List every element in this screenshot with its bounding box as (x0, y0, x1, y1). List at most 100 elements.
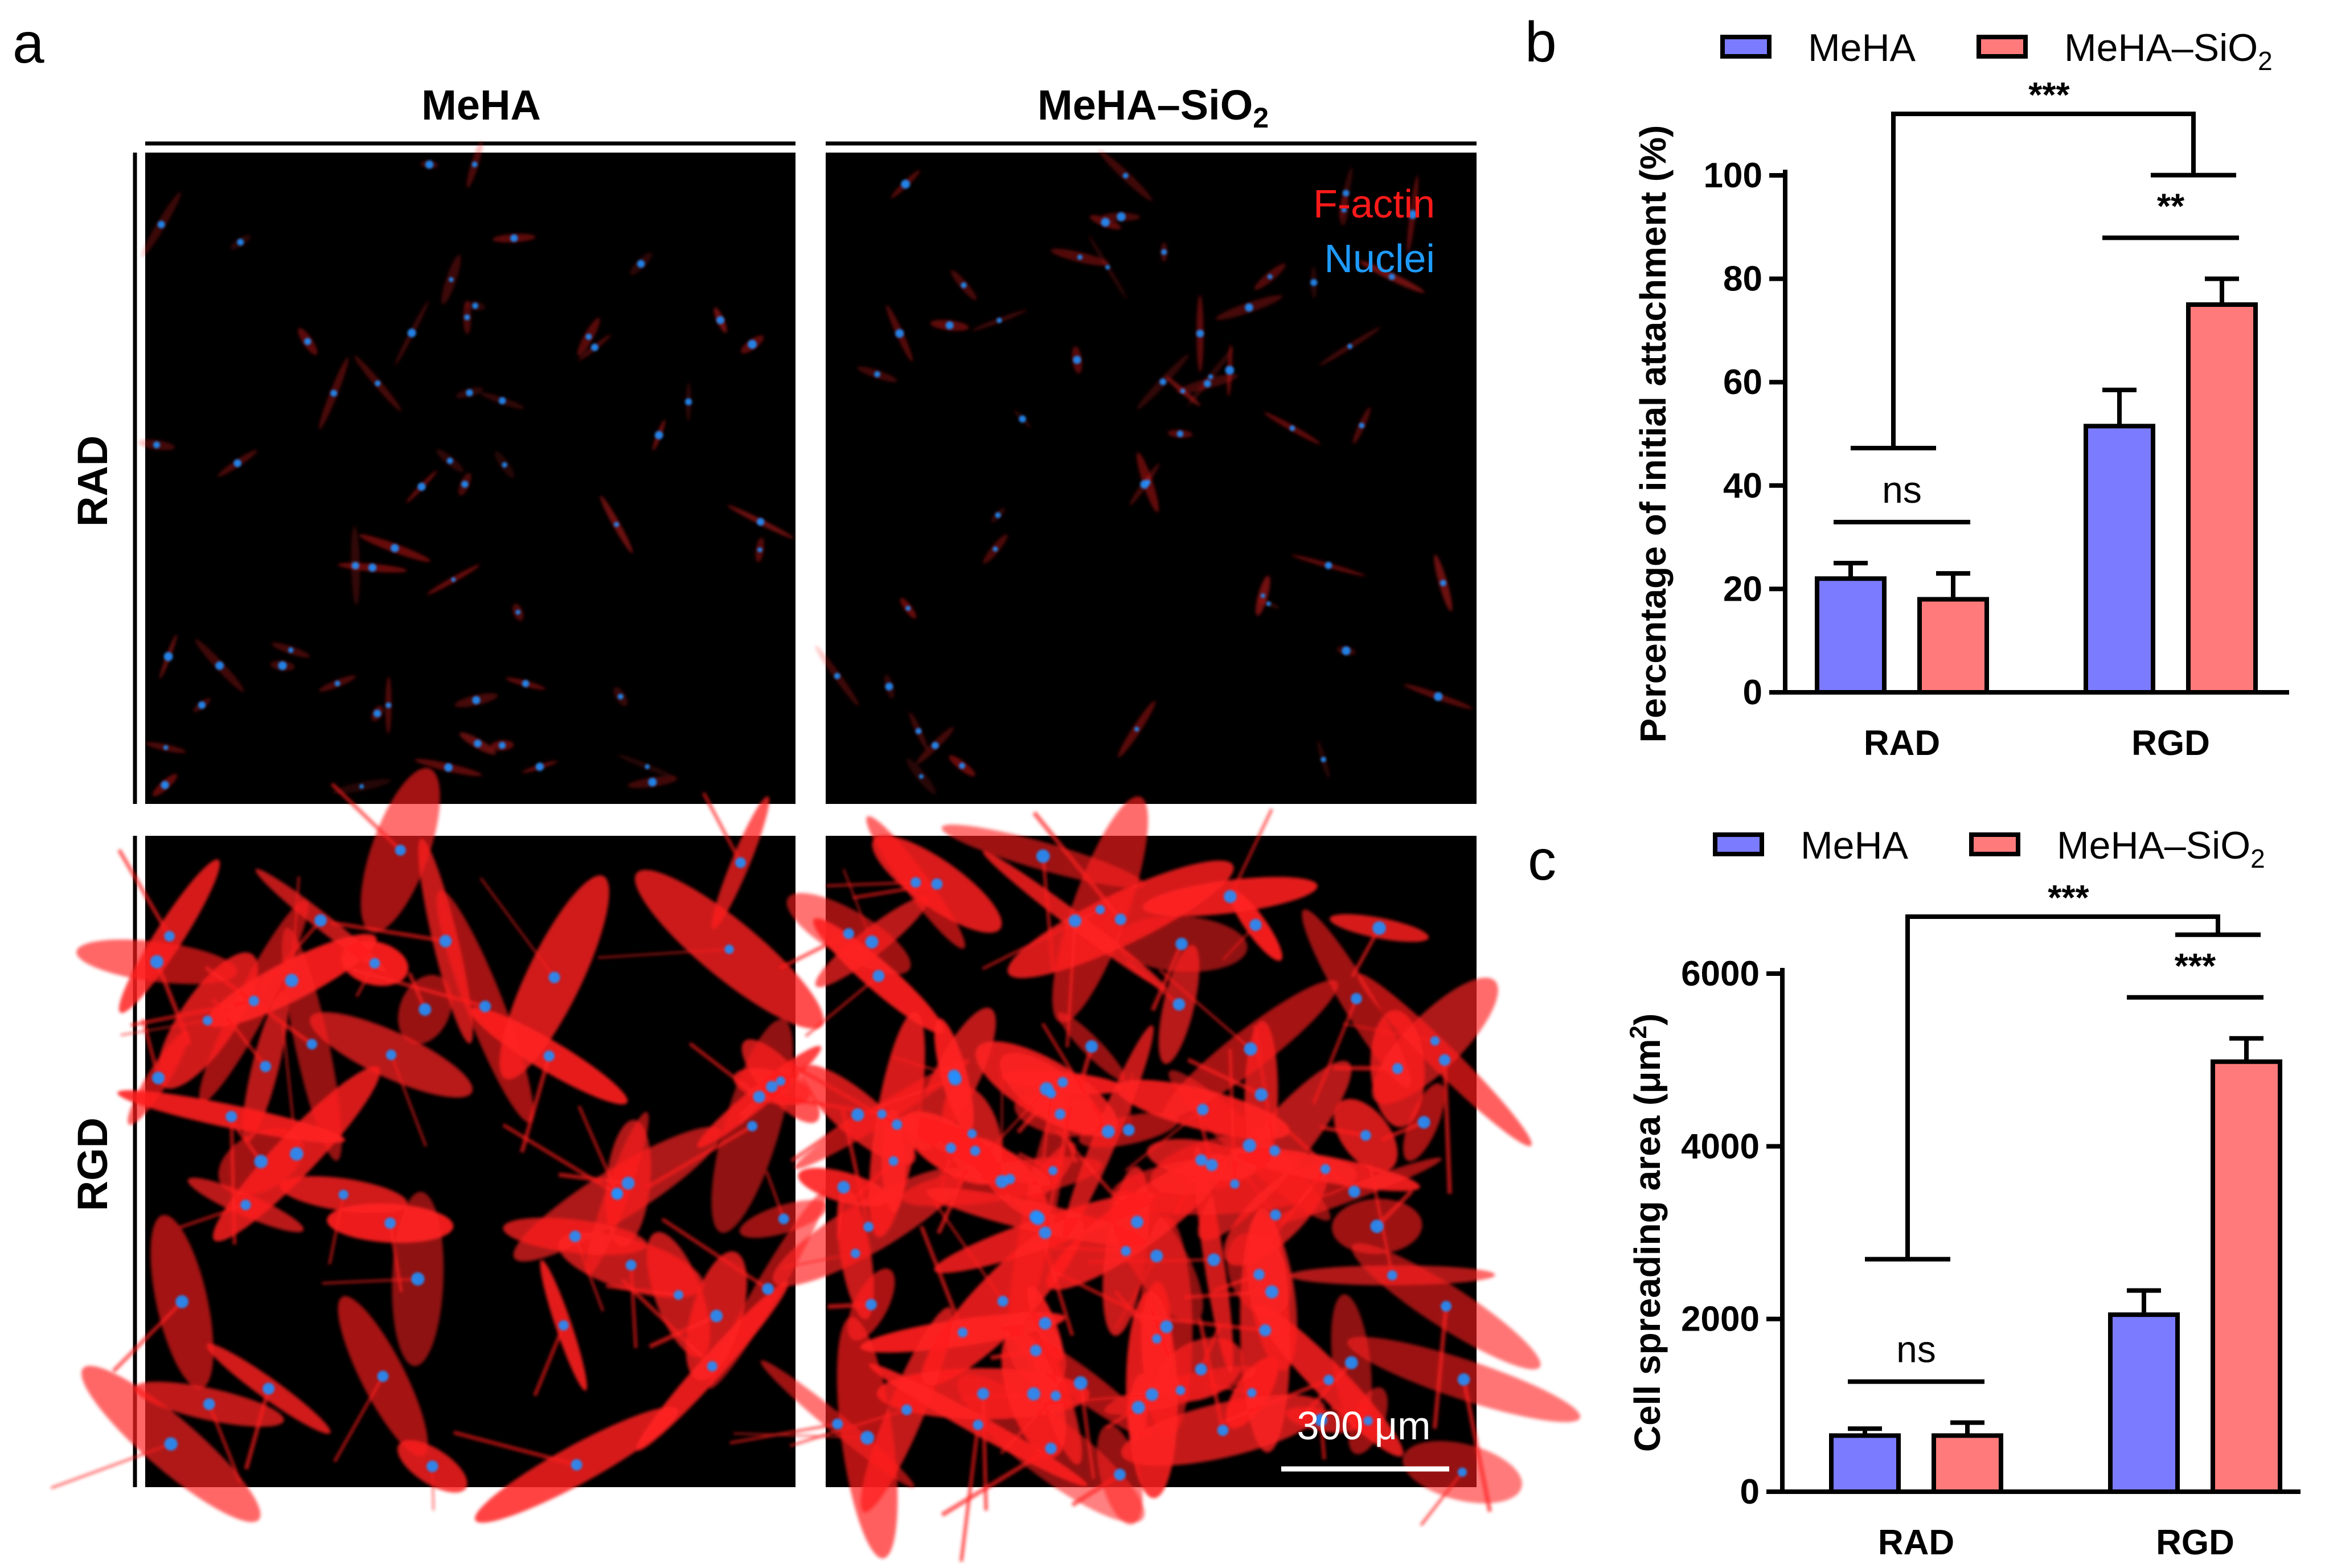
nucleus (1150, 1249, 1163, 1263)
scale-bar-label: 300 μm (1297, 1403, 1431, 1448)
nucleus (198, 701, 206, 709)
nucleus (762, 1283, 774, 1295)
cell-process (502, 1123, 618, 1196)
nucleus (748, 339, 757, 349)
nucleus (225, 1111, 237, 1123)
nucleus (1031, 1212, 1045, 1225)
nucleus (1145, 1388, 1159, 1401)
nucleus (202, 1015, 212, 1026)
nucleus (1039, 1317, 1052, 1330)
nucleus (1265, 1285, 1279, 1299)
nucleus (375, 380, 381, 387)
nucleus (153, 441, 161, 449)
nucleus (910, 877, 921, 888)
micrograph-meha-sio2-rad: F-actin Nuclei (815, 150, 1477, 804)
nucleus (1217, 1425, 1229, 1436)
nucleus (837, 1181, 850, 1194)
cell-process (1375, 1189, 1414, 1228)
cell-process (431, 1466, 434, 1510)
nucleus (1438, 1054, 1451, 1066)
nucleus (1372, 921, 1386, 935)
row-header-rgd: RGD (69, 1118, 116, 1211)
nucleus (1095, 905, 1105, 914)
nucleus (757, 547, 762, 553)
nucleus (164, 931, 175, 942)
nucleus (1254, 1088, 1268, 1102)
cell-process (1041, 1023, 1110, 1132)
cell-process (661, 1217, 769, 1291)
cell-process (207, 1403, 242, 1483)
nucleus (1245, 303, 1253, 312)
cell-process (729, 1422, 838, 1444)
nucleus (1289, 425, 1295, 432)
cell-process (244, 1388, 271, 1470)
cell-process (941, 1446, 1052, 1517)
nucleus (851, 1249, 860, 1258)
nucleus (1388, 273, 1395, 280)
bar-rad-meha-sio2 (1917, 597, 1989, 695)
cell-process (1126, 960, 1180, 1006)
cell-process (1319, 1419, 1326, 1460)
nucleus (1323, 1374, 1334, 1385)
y-tick-label: 6000 (1681, 954, 1760, 994)
nucleus (164, 1437, 178, 1451)
nucleus (997, 317, 1002, 323)
cell-process (112, 1300, 184, 1373)
y-tick-label: 40 (1723, 466, 1762, 506)
cell-process (558, 1172, 629, 1185)
nucleus (874, 371, 880, 377)
nucleus (306, 1039, 317, 1050)
nucleus (1117, 212, 1126, 221)
bar-rad-meha-sio2 (1932, 1433, 2003, 1495)
cell-process (919, 1225, 965, 1333)
nucleus (1430, 1036, 1440, 1046)
nucleus (439, 934, 452, 947)
nucleus (1105, 265, 1110, 270)
nucleus (1130, 1216, 1143, 1229)
nucleus (614, 522, 620, 527)
y-tick-label: 80 (1723, 260, 1762, 299)
nucleus (411, 1272, 425, 1286)
column-header-meha: MeHA (421, 81, 541, 129)
cell-process (1442, 1060, 1452, 1194)
nucleus (872, 970, 885, 982)
cell-process (1222, 924, 1257, 961)
nucleus (766, 1081, 778, 1093)
nucleus (959, 762, 965, 769)
nucleus (617, 693, 624, 700)
nucleus (1175, 938, 1188, 950)
nucleus (865, 935, 879, 949)
nucleus (240, 1199, 251, 1210)
nucleus (1048, 1166, 1058, 1176)
cell-process (1000, 1321, 1045, 1332)
nucleus (510, 234, 518, 242)
nucleus (425, 160, 434, 169)
nucleus (407, 329, 416, 338)
nucleus (1359, 422, 1365, 429)
nucleus (1347, 343, 1353, 349)
nucleus (351, 561, 359, 570)
legend-swatch-meha (1720, 35, 1772, 59)
nucleus (1457, 1467, 1467, 1477)
micrograph-meha-sio2-rgd: 300 μm (729, 796, 1581, 1562)
nucleus (1269, 1145, 1281, 1156)
cell-process (51, 1443, 171, 1489)
nucleus (710, 1310, 723, 1323)
nucleus (611, 1188, 624, 1200)
nucleus (1077, 255, 1083, 260)
cell-process (331, 921, 446, 943)
stain-legend-nuclei: Nuclei (1324, 236, 1435, 281)
cell-process (130, 999, 255, 1027)
x-tick-label: RAD (1864, 724, 1940, 763)
nucleus (1253, 1269, 1265, 1280)
y-tick-label: 100 (1704, 156, 1762, 195)
nucleus (1085, 1040, 1098, 1053)
bar-rgd-meha (2108, 1312, 2180, 1494)
x-tick-label: RGD (2131, 724, 2210, 763)
nucleus (535, 762, 544, 771)
cell-process (1253, 1025, 1276, 1151)
y-tick-label: 60 (1723, 363, 1762, 402)
cell-process (120, 1019, 208, 1036)
nucleus (1197, 1103, 1209, 1115)
y-tick-label: 2000 (1681, 1300, 1760, 1339)
